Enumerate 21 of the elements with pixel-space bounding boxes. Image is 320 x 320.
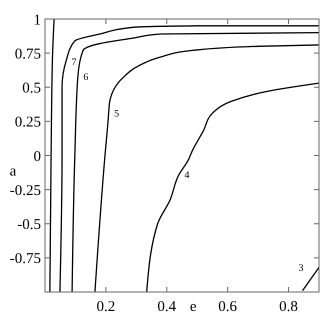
- y-tick-label: -0.25: [10, 182, 41, 199]
- y-tick-label: 1: [34, 12, 41, 28]
- annotation: 4: [184, 170, 190, 182]
- y-tick-label: 0.75: [14, 46, 41, 62]
- y-tick-label: 0.25: [14, 114, 41, 131]
- x-tick-label: 0.4: [157, 299, 177, 315]
- y-tick-label: 0: [34, 148, 41, 165]
- x-tick-label: 0.2: [96, 299, 116, 315]
- y-tick-label: 0.5: [22, 80, 41, 96]
- line-series: [49, 18, 55, 293]
- y-tick-label: -0.5: [17, 217, 41, 233]
- y-axis-title: a: [10, 164, 17, 180]
- y-tick-label: -0.75: [10, 251, 41, 268]
- annotation: 3: [298, 262, 304, 274]
- annotation: 6: [83, 72, 88, 83]
- annotation: 5: [114, 108, 120, 120]
- x-axis-title: e: [190, 299, 197, 315]
- x-tick-label: 0.8: [279, 299, 298, 315]
- annotation: 7: [72, 56, 77, 68]
- x-tick-label: 0.6: [218, 299, 238, 315]
- line-series: [146, 82, 320, 293]
